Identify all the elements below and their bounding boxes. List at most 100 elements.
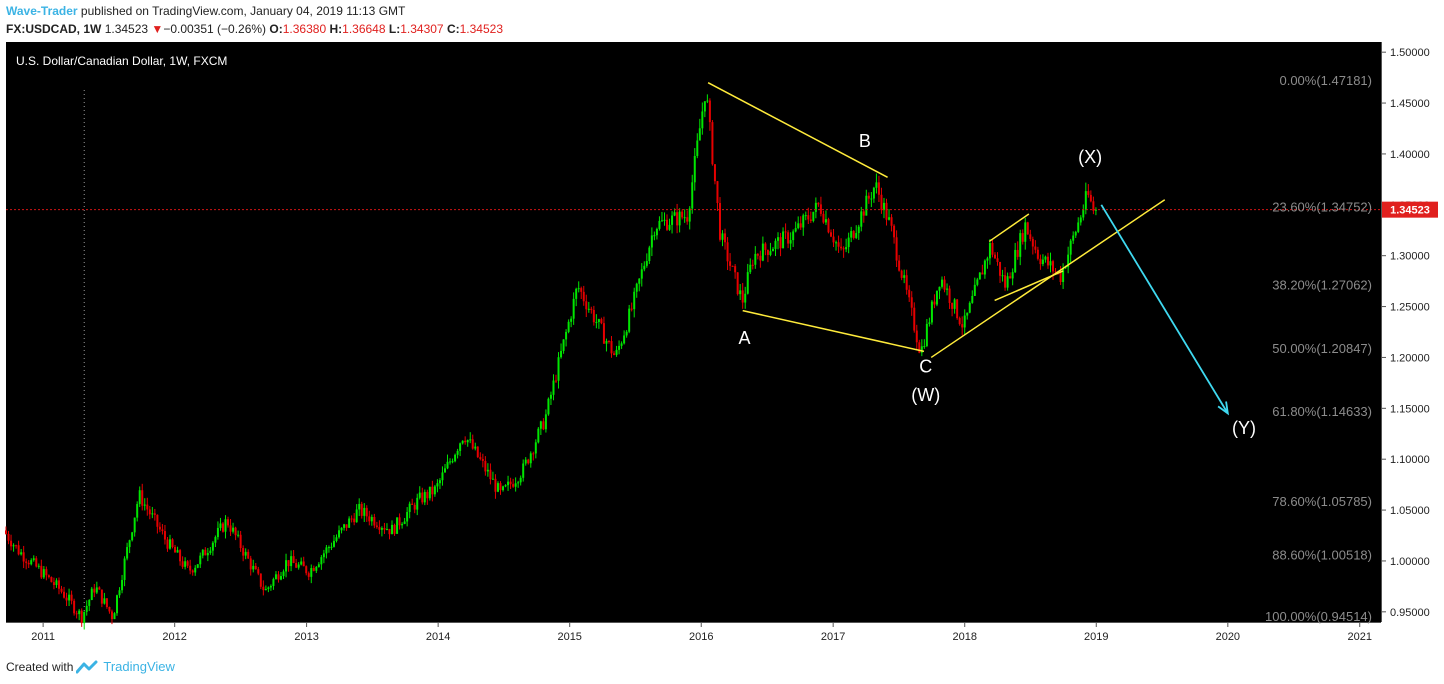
price-tick-label: 1.10000 [1390, 454, 1430, 466]
down-arrow-icon: ▼ [151, 22, 164, 36]
low-value: 1.34307 [400, 22, 444, 36]
candle [595, 314, 598, 329]
tradingview-logo-icon [76, 660, 98, 673]
candle [865, 189, 868, 216]
author-link[interactable]: Wave-Trader [6, 4, 78, 18]
candle [779, 232, 782, 257]
candle [17, 540, 20, 556]
time-tick-label: 2020 [1216, 631, 1240, 643]
candle [451, 458, 454, 464]
tradingview-brand-link[interactable]: TradingView [103, 659, 175, 674]
candle [668, 218, 671, 231]
trend-line[interactable] [994, 270, 1064, 302]
candle [378, 520, 381, 535]
candle [90, 586, 93, 601]
candle [264, 585, 267, 591]
candle [37, 563, 40, 569]
candle [590, 306, 593, 314]
candle [966, 312, 969, 320]
candle [345, 524, 348, 531]
candle [393, 523, 396, 536]
candle [1082, 204, 1085, 221]
candle [307, 571, 310, 581]
candle [522, 459, 525, 482]
candle [201, 549, 204, 559]
fib-level-label: 23.60%(1.34752) [1272, 199, 1372, 214]
candle [5, 526, 7, 535]
trend-line[interactable] [930, 199, 1166, 359]
candle [850, 226, 853, 243]
candle [663, 212, 666, 226]
candle [267, 586, 270, 593]
candle [809, 211, 812, 224]
candle [315, 566, 318, 574]
projection-arrow [1100, 204, 1230, 416]
candle [494, 474, 497, 499]
candle [812, 211, 815, 223]
candle [60, 585, 63, 594]
candle [416, 493, 419, 516]
candle [769, 242, 772, 257]
candle [297, 562, 300, 570]
candle [1052, 259, 1055, 280]
candle [628, 304, 631, 334]
candle [110, 609, 113, 625]
candle [93, 584, 96, 598]
candle [832, 229, 835, 248]
trend-line[interactable] [988, 213, 1030, 243]
candle [1087, 184, 1090, 198]
candle [486, 463, 489, 477]
price-chart[interactable]: 0.00%(1.47181) 23.60%(1.34752) 38.20%(1.27… [0, 42, 1444, 650]
candle [577, 281, 580, 293]
candle [242, 545, 245, 562]
candle [35, 556, 38, 568]
candle [95, 581, 98, 595]
candle [729, 253, 732, 271]
candle [100, 589, 103, 608]
candle [537, 427, 540, 444]
candle [370, 514, 373, 526]
candle [602, 316, 605, 344]
time-axis: 2011 2012 2013 2014 2015 2016 2017 2018 2019 2020… [31, 622, 1372, 643]
candle [794, 221, 797, 233]
candle [163, 524, 166, 545]
candle [890, 214, 893, 232]
candle [908, 285, 911, 302]
candle [116, 594, 119, 616]
candle [338, 525, 341, 539]
candle [385, 523, 388, 531]
candle [504, 484, 507, 488]
time-axis-area[interactable] [6, 622, 1381, 650]
candle [676, 203, 679, 234]
price-axis-area[interactable] [1381, 42, 1444, 622]
candle [219, 517, 222, 531]
fib-level-label: 61.80%(1.14633) [1272, 404, 1372, 419]
candle [310, 564, 313, 584]
arrow-shaft[interactable] [1100, 204, 1229, 414]
trend-line[interactable] [742, 309, 925, 353]
candle [557, 352, 560, 389]
candle [199, 552, 202, 568]
candle [787, 230, 790, 249]
plot-area[interactable] [6, 42, 1381, 622]
candle [73, 598, 76, 616]
candle [923, 339, 926, 349]
candle [179, 548, 182, 566]
candle [925, 319, 928, 348]
candle [605, 338, 608, 352]
candle [363, 503, 366, 522]
candle [138, 486, 141, 508]
candle [903, 269, 906, 284]
fib-level-label: 50.00%(1.20847) [1272, 341, 1372, 356]
candle [105, 597, 108, 609]
candle [549, 391, 552, 406]
candle [277, 571, 280, 583]
candle [898, 255, 901, 272]
candle [610, 336, 613, 358]
candle [613, 351, 616, 356]
candle [418, 486, 421, 500]
price-tick-label: 1.30000 [1390, 251, 1430, 263]
candle [724, 228, 727, 250]
candle [196, 564, 199, 569]
trend-line[interactable] [707, 82, 888, 178]
